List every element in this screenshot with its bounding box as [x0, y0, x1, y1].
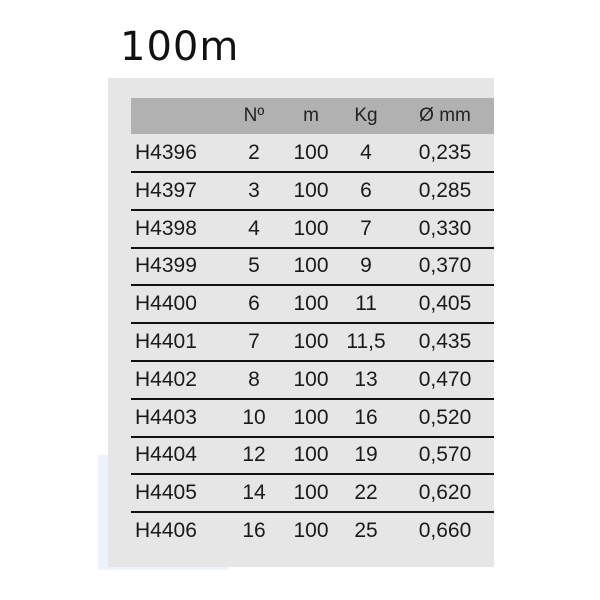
cell-number: 14 [242, 481, 266, 505]
table-header [131, 98, 494, 134]
cell-code: H4397 [135, 178, 197, 202]
cell-kg: 9 [360, 254, 372, 278]
cell-diameter: 0,570 [418, 443, 472, 467]
cell-kg: 7 [360, 216, 372, 240]
cell-number: 7 [248, 330, 260, 353]
header-length: m [303, 105, 319, 126]
cell-number: 5 [248, 254, 260, 278]
cell-length: 100 [293, 292, 329, 316]
cell-number: 4 [248, 216, 260, 240]
row-divider [131, 208, 494, 211]
page-title: 100m [120, 24, 240, 70]
row-divider [131, 397, 494, 400]
cell-number: 8 [248, 367, 260, 391]
row-divider [131, 322, 494, 325]
cell-length: 100 [293, 330, 329, 353]
cell-kg: 11 [355, 292, 377, 316]
cell-length: 100 [293, 254, 329, 278]
cell-diameter: 0,405 [418, 292, 472, 316]
cell-diameter: 0,235 [418, 141, 472, 164]
row-divider [131, 284, 494, 287]
cell-code: H4404 [135, 443, 197, 467]
header-kg: Kg [354, 105, 378, 126]
cell-kg: 11,5 [346, 330, 386, 353]
cell-code: H4400 [135, 292, 197, 316]
cell-diameter: 0,435 [418, 330, 472, 353]
cell-diameter: 0,330 [418, 216, 472, 240]
cell-kg: 22 [354, 481, 378, 505]
cell-kg: 6 [360, 178, 372, 202]
cell-diameter: 0,660 [418, 519, 472, 542]
cell-number: 16 [242, 519, 266, 542]
cell-diameter: 0,285 [418, 178, 472, 202]
cell-number: 2 [248, 141, 260, 164]
cell-kg: 19 [354, 443, 378, 467]
row-divider [131, 511, 494, 514]
row-divider [131, 435, 494, 438]
cell-code: H4399 [135, 254, 197, 278]
cell-length: 100 [293, 481, 329, 505]
cell-code: H4406 [135, 519, 197, 542]
cell-kg: 4 [360, 141, 372, 164]
cell-kg: 13 [354, 367, 378, 391]
cell-kg: 25 [354, 519, 378, 542]
cell-length: 100 [293, 443, 329, 467]
row-divider [131, 473, 494, 476]
cell-code: H4402 [135, 367, 197, 391]
row-divider [131, 171, 494, 173]
row-divider [131, 360, 494, 362]
cell-number: 6 [248, 292, 260, 316]
cell-diameter: 0,370 [418, 254, 472, 278]
cell-code: H4398 [135, 216, 197, 240]
cell-number: 3 [248, 178, 260, 202]
row-divider [131, 246, 494, 249]
cell-diameter: 0,620 [418, 481, 472, 505]
cell-length: 100 [293, 178, 329, 202]
cell-number: 10 [242, 405, 266, 429]
cell-code: H4403 [135, 405, 197, 429]
cell-length: 100 [293, 216, 329, 240]
cell-length: 100 [293, 141, 329, 164]
cell-length: 100 [293, 405, 329, 429]
header-diameter: Ø mm [419, 105, 471, 126]
cell-number: 12 [242, 443, 266, 467]
cell-diameter: 0,470 [418, 367, 472, 391]
header-number: Nº [243, 105, 265, 126]
cell-diameter: 0,520 [418, 405, 472, 429]
cell-kg: 16 [354, 405, 378, 429]
cell-code: H4405 [135, 481, 197, 505]
cell-length: 100 [293, 367, 329, 391]
cell-code: H4401 [135, 330, 197, 353]
cell-length: 100 [293, 519, 329, 542]
cell-code: H4396 [135, 141, 197, 164]
